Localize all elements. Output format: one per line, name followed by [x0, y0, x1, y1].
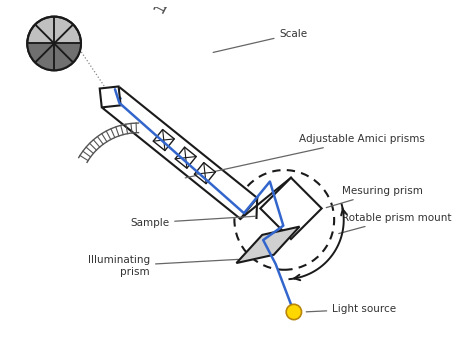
Text: Light source: Light source — [306, 304, 396, 314]
Text: Scale: Scale — [213, 29, 308, 52]
Polygon shape — [237, 227, 300, 263]
Polygon shape — [153, 130, 174, 150]
Circle shape — [27, 17, 81, 70]
Polygon shape — [175, 147, 196, 168]
Polygon shape — [194, 162, 215, 184]
Text: Sample: Sample — [130, 216, 255, 228]
Wedge shape — [27, 43, 81, 70]
Text: Adjustable Amici prisms: Adjustable Amici prisms — [185, 134, 425, 178]
Polygon shape — [260, 178, 322, 239]
Polygon shape — [103, 88, 257, 219]
Polygon shape — [100, 87, 121, 107]
Text: Illuminating
prism: Illuminating prism — [88, 255, 238, 277]
Circle shape — [286, 304, 301, 320]
Text: Mesuring prism: Mesuring prism — [326, 186, 423, 208]
Text: Rotable prism mount: Rotable prism mount — [339, 213, 451, 234]
